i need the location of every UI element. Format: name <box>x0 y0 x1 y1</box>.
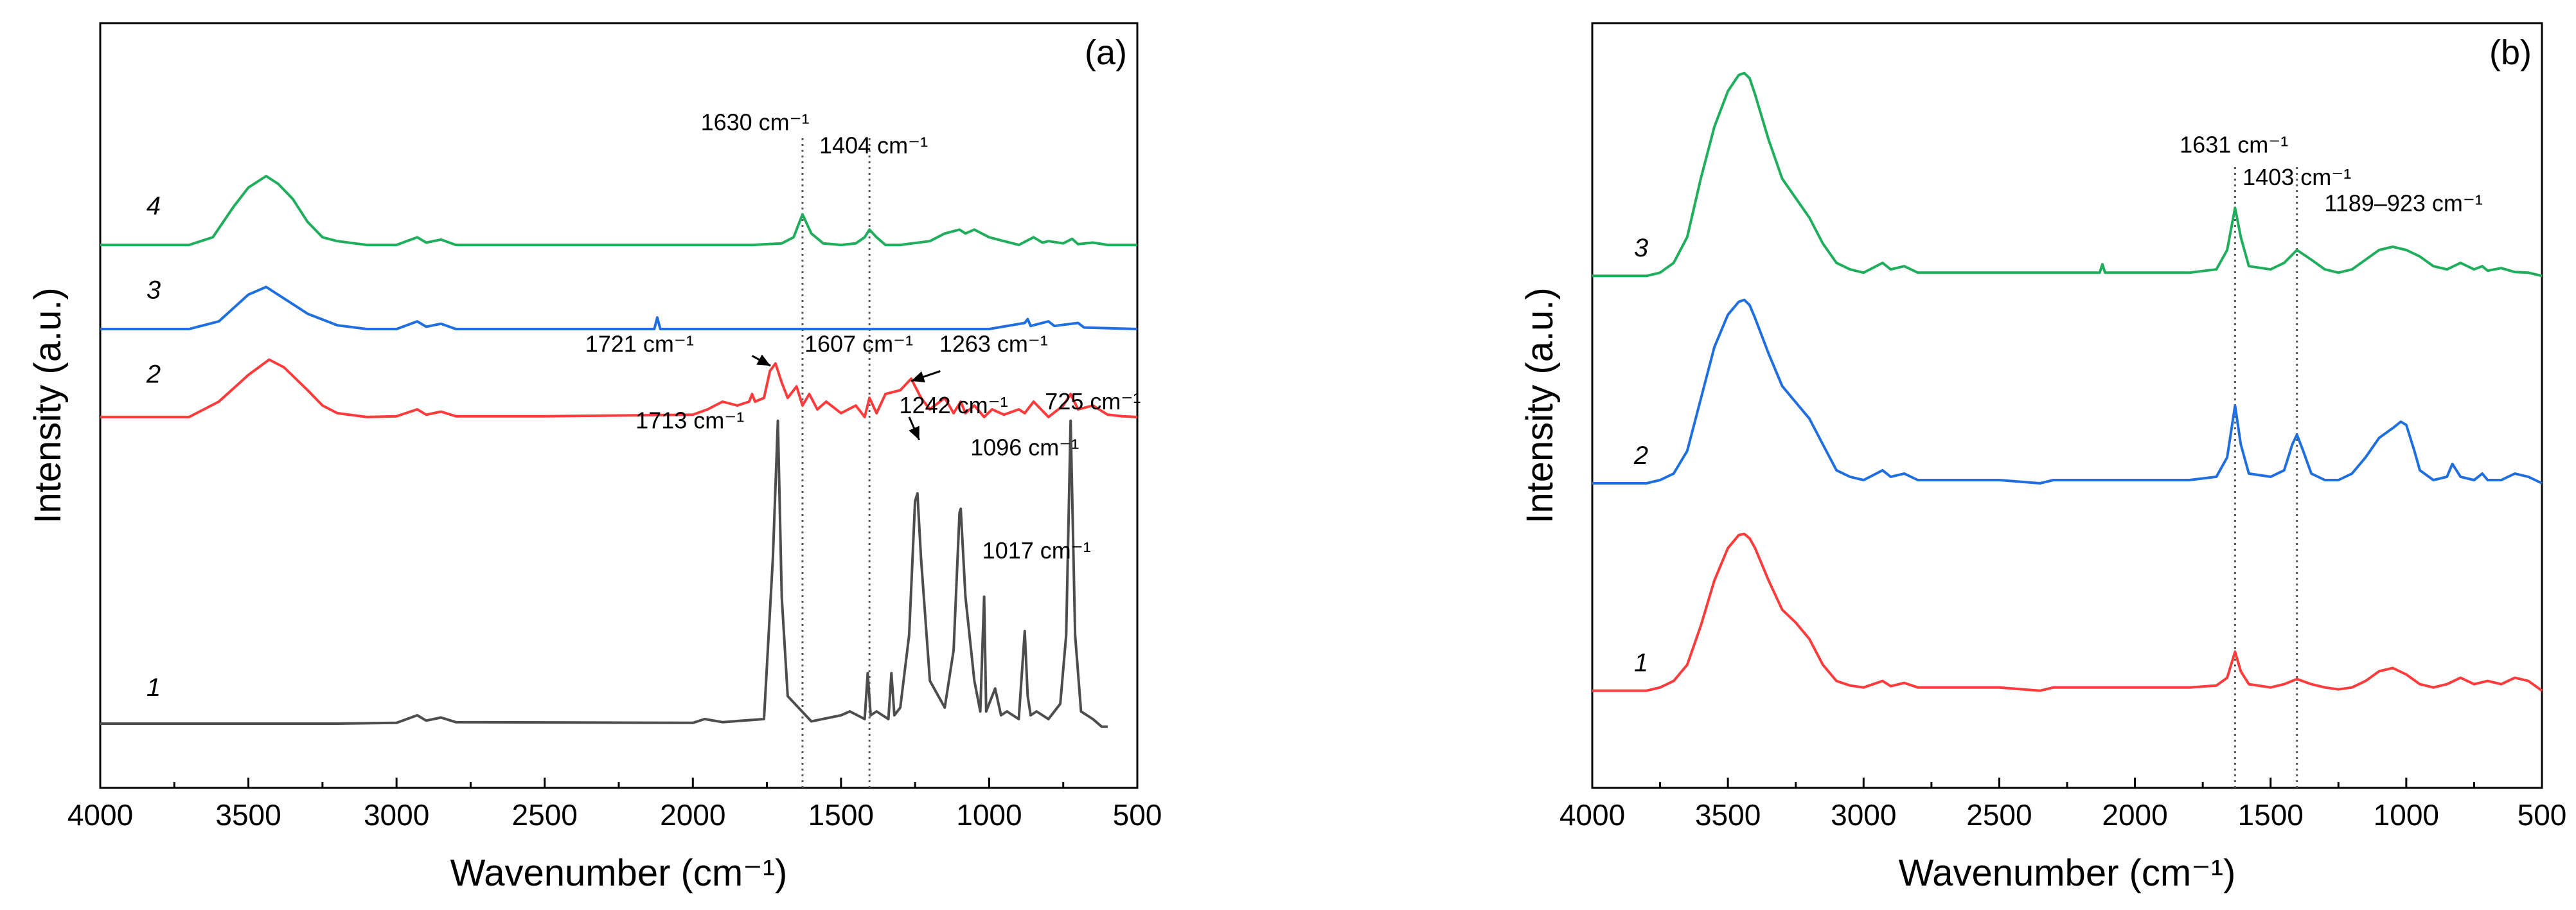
x-tick-label-a-4000: 4000 <box>67 798 133 832</box>
annotation-a-9: 1017 cm⁻¹ <box>982 537 1091 564</box>
arrow-head-a-2 <box>909 425 919 440</box>
x-tick-label-b-3500: 3500 <box>1695 798 1761 832</box>
annotation-a-6: 1242 cm⁻¹ <box>900 392 1008 418</box>
x-tick-label-b-2500: 2500 <box>1966 798 2032 832</box>
x-tick-label-a-1500: 1500 <box>808 798 874 832</box>
arrow-head-a-1 <box>911 371 925 382</box>
curve-label-a-4: 4 <box>147 192 161 220</box>
annotation-b-2: 1189–923 cm⁻¹ <box>2324 190 2482 216</box>
series-a-1 <box>100 419 1108 728</box>
annotation-a-4: 1263 cm⁻¹ <box>939 331 1048 357</box>
y-axis-title-a: Intensity (a.u.) <box>27 287 69 523</box>
x-tick-label-a-2500: 2500 <box>512 798 578 832</box>
x-axis-title-a: Wavenumber (cm⁻¹) <box>450 852 788 894</box>
annotation-a-0: 1630 cm⁻¹ <box>701 109 810 136</box>
arrow-head-a-0 <box>756 354 771 366</box>
x-tick-label-a-2000: 2000 <box>660 798 725 832</box>
panel-label-a: (a) <box>1085 33 1127 72</box>
x-tick-label-b-4000: 4000 <box>1559 798 1625 832</box>
series-b-2 <box>1592 298 2543 485</box>
x-tick-label-a-500: 500 <box>1113 798 1162 832</box>
plot-frame-b <box>1591 22 2543 789</box>
x-tick-label-a-3500: 3500 <box>215 798 281 832</box>
curve-label-a-3: 3 <box>147 276 161 304</box>
curve-label-b-3: 3 <box>1634 234 1648 262</box>
curve-label-b-1: 1 <box>1634 648 1648 677</box>
curve-label-b-2: 2 <box>1633 442 1648 470</box>
series-a-4 <box>100 175 1137 247</box>
series-a-3 <box>100 285 1138 330</box>
annotation-a-1: 1404 cm⁻¹ <box>819 132 928 158</box>
annotation-a-8: 1096 cm⁻¹ <box>970 434 1079 460</box>
annotation-a-3: 1607 cm⁻¹ <box>804 331 913 357</box>
curve-label-a-2: 2 <box>146 360 161 388</box>
x-tick-label-a-3000: 3000 <box>364 798 429 832</box>
annotation-a-2: 1721 cm⁻¹ <box>585 331 694 357</box>
series-b-3 <box>1592 71 2543 278</box>
series-a-2 <box>100 358 1138 418</box>
x-tick-label-a-1000: 1000 <box>956 798 1022 832</box>
annotation-a-7: 725 cm⁻¹ <box>1045 388 1141 415</box>
x-axis-title-b: Wavenumber (cm⁻¹) <box>1899 852 2236 894</box>
x-tick-label-b-3000: 3000 <box>1831 798 1896 832</box>
annotation-b-0: 1631 cm⁻¹ <box>2180 132 2288 158</box>
x-tick-label-b-500: 500 <box>2518 798 2567 832</box>
series-b-1 <box>1592 532 2543 692</box>
panel-b-chart: 4000 3500 3000 2500 2000 1500 1000 500 Wavenumbe… <box>1519 22 2567 894</box>
annotation-b-1: 1403 cm⁻¹ <box>2243 164 2351 190</box>
x-tick-label-b-1000: 1000 <box>2374 798 2439 832</box>
curve-label-a-1: 1 <box>147 674 161 702</box>
x-tick-label-b-2000: 2000 <box>2102 798 2167 832</box>
x-tick-label-b-1500: 1500 <box>2238 798 2304 832</box>
annotation-a-5: 1713 cm⁻¹ <box>635 407 744 434</box>
y-axis-title-b: Intensity (a.u.) <box>1519 287 1561 523</box>
panel-a-chart: 4000 3500 3000 2500 2000 1500 1000 500 Wavenumbe… <box>27 22 1162 894</box>
panel-label-b: (b) <box>2489 33 2532 72</box>
